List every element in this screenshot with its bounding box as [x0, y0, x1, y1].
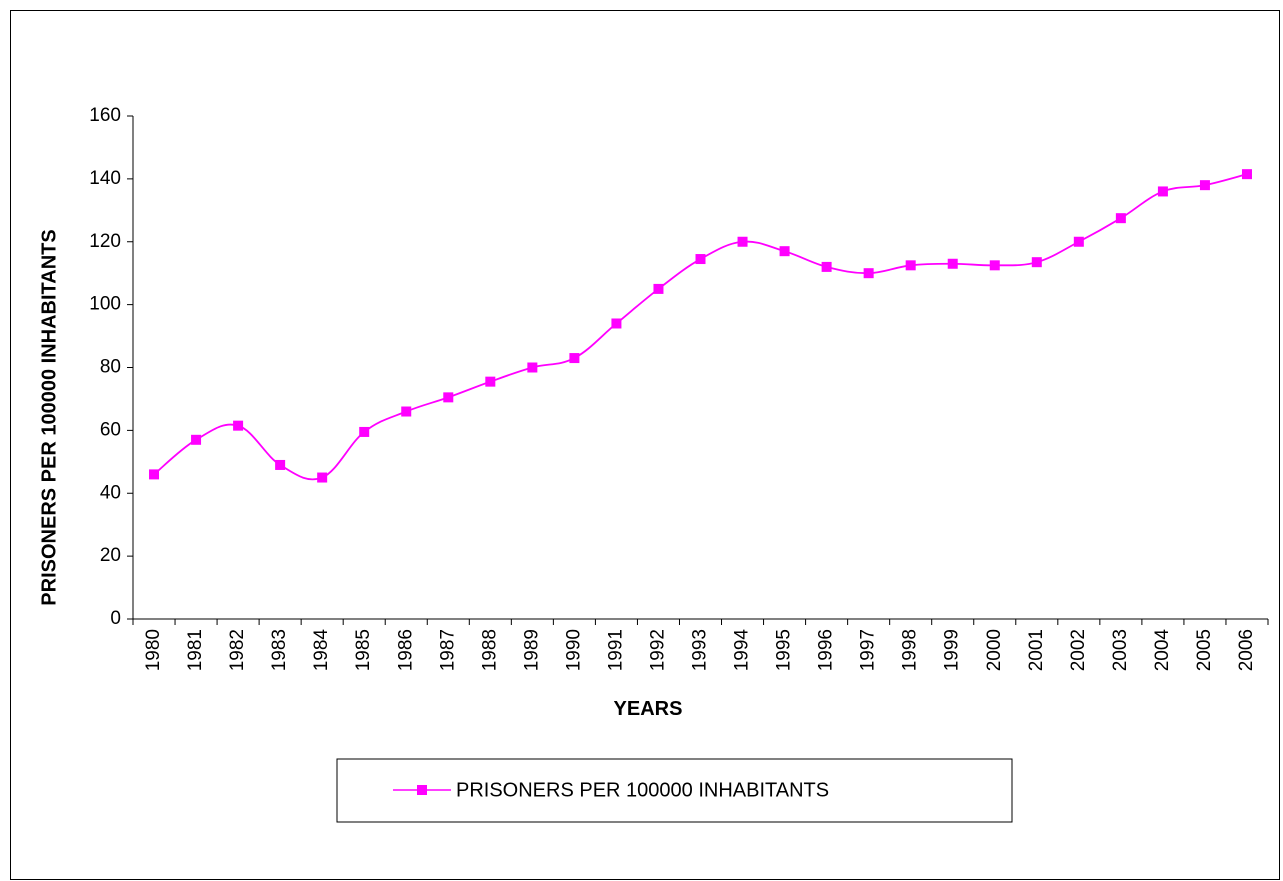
data-point-marker	[569, 353, 580, 364]
x-tick-label: 1995	[774, 629, 795, 671]
x-tick-label: 1989	[521, 629, 542, 671]
x-tick-label: 1994	[732, 629, 753, 672]
y-tick-label: 100	[89, 294, 121, 315]
x-tick-label: 2006	[1236, 629, 1257, 671]
legend-label: PRISONERS PER 100000 INHABITANTS	[456, 779, 829, 801]
x-tick-label: 1983	[269, 629, 290, 671]
x-tick-label: 2004	[1152, 629, 1173, 672]
data-point-marker	[1157, 186, 1168, 197]
x-tick-label: 1982	[227, 629, 248, 671]
data-point-marker	[1199, 180, 1210, 191]
legend-marker-swatch	[417, 785, 427, 795]
data-point-marker	[905, 260, 916, 271]
x-tick-label: 1990	[563, 629, 584, 671]
x-tick-label: 1999	[942, 629, 963, 671]
x-tick-label: 2005	[1194, 629, 1215, 671]
data-point-marker	[191, 434, 202, 445]
data-point-marker	[485, 376, 496, 387]
x-tick-label: 1987	[437, 629, 458, 671]
x-tick-label: 1998	[900, 629, 921, 671]
y-tick-label: 0	[110, 608, 121, 629]
data-point-marker	[695, 254, 706, 265]
y-ticks: 0 20 40 60 80 100 120 140 160	[89, 105, 133, 629]
series-line	[153, 173, 1248, 481]
data-point-marker	[779, 246, 790, 257]
data-point-marker	[443, 392, 454, 403]
y-tick-label: 120	[89, 231, 121, 252]
x-tick-label: 1980	[143, 629, 164, 671]
data-point-marker	[989, 260, 1000, 271]
y-tick-label: 60	[100, 419, 121, 440]
legend: PRISONERS PER 100000 INHABITANTS	[336, 758, 1013, 823]
data-point-marker	[1115, 213, 1126, 224]
x-tick-label: 2003	[1110, 629, 1131, 671]
x-tick-label: 1981	[185, 629, 206, 671]
data-point-marker	[527, 362, 538, 373]
data-point-marker	[947, 258, 958, 269]
data-point-marker	[653, 283, 664, 294]
data-point-marker	[1241, 169, 1252, 180]
data-point-marker	[359, 426, 370, 437]
data-point-marker	[1073, 236, 1084, 247]
x-tick-label: 2001	[1026, 629, 1047, 671]
data-point-marker	[275, 459, 286, 470]
x-tick-label: 1985	[353, 629, 374, 671]
data-point-marker	[1031, 257, 1042, 268]
x-tick-label: 1984	[311, 629, 332, 672]
series-group	[149, 169, 1252, 483]
data-point-marker	[401, 406, 412, 417]
data-point-marker	[317, 472, 328, 483]
data-point-marker	[821, 261, 832, 272]
x-tick-label: 1992	[647, 629, 668, 671]
y-tick-label: 20	[100, 545, 121, 566]
data-point-marker	[737, 236, 748, 247]
y-tick-label: 140	[89, 168, 121, 189]
data-point-marker	[149, 469, 160, 480]
x-tick-label: 1996	[816, 629, 837, 671]
x-tick-label: 2000	[984, 629, 1005, 671]
data-point-marker	[611, 318, 622, 329]
x-tick-label: 1986	[395, 629, 416, 671]
chart-frame	[10, 10, 1280, 880]
x-tick-label: 1991	[605, 629, 626, 671]
y-axis-title: PRISONERS PER 100000 INHABITANTS	[38, 229, 60, 605]
x-tick-label: 1997	[858, 629, 879, 671]
y-tick-label: 160	[89, 105, 121, 126]
x-tick-label: 1988	[479, 629, 500, 671]
x-axis-title: YEARS	[614, 698, 683, 720]
data-point-marker	[233, 420, 244, 431]
x-tick-label: 1993	[690, 629, 711, 671]
x-tick-label: 2002	[1068, 629, 1089, 671]
x-ticks: 1980 1981 1982 1983 1984 1985 1986 1987 1988 1989…	[132, 619, 1269, 672]
data-point-marker	[863, 268, 874, 279]
y-tick-label: 40	[100, 482, 121, 503]
y-tick-label: 80	[100, 357, 121, 378]
